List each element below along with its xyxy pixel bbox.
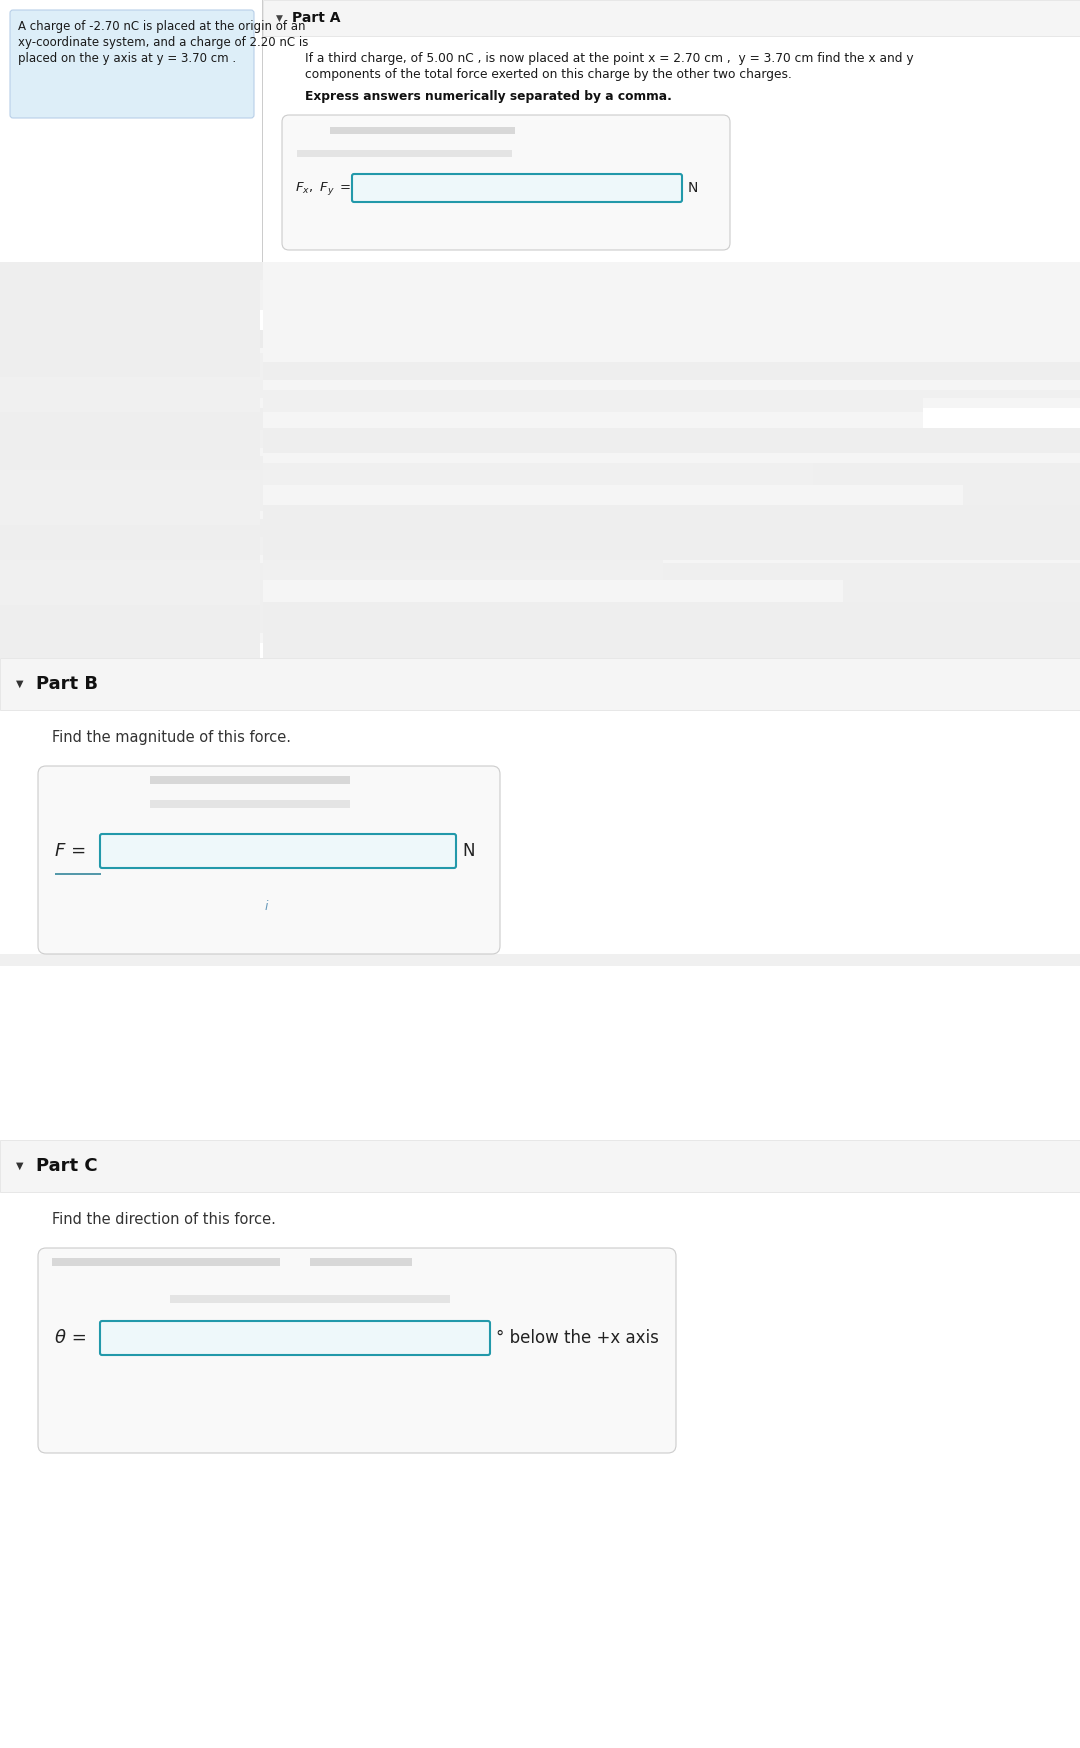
- Bar: [0, 413, 260, 470]
- Text: Part A: Part A: [292, 10, 340, 24]
- Bar: [264, 379, 1080, 390]
- Text: ° below the +x axis: ° below the +x axis: [496, 1328, 659, 1348]
- Bar: [264, 390, 923, 413]
- Bar: [0, 353, 1080, 399]
- Text: θ =: θ =: [55, 1328, 86, 1348]
- Text: components of the total force exerted on this charge by the other two charges.: components of the total force exerted on…: [305, 68, 792, 80]
- Bar: [0, 559, 260, 605]
- Bar: [52, 1259, 280, 1266]
- FancyBboxPatch shape: [352, 175, 681, 203]
- Text: Find the direction of this force.: Find the direction of this force.: [52, 1211, 275, 1227]
- Bar: [0, 280, 1080, 309]
- Bar: [0, 524, 260, 559]
- Text: Find the magnitude of this force.: Find the magnitude of this force.: [52, 731, 291, 745]
- Bar: [55, 872, 102, 876]
- Bar: [170, 1295, 450, 1302]
- Bar: [0, 605, 260, 657]
- Text: $F_x,\ F_y\ =$: $F_x,\ F_y\ =$: [295, 180, 351, 196]
- Bar: [264, 484, 963, 505]
- Bar: [264, 559, 663, 580]
- Bar: [0, 510, 1080, 519]
- FancyBboxPatch shape: [100, 1321, 490, 1355]
- FancyBboxPatch shape: [38, 1248, 676, 1453]
- Text: If a third charge, of 5.00 nC , is now placed at the point x = 2.70 cm ,  y = 3.: If a third charge, of 5.00 nC , is now p…: [305, 52, 914, 65]
- Bar: [0, 456, 1080, 510]
- Bar: [264, 0, 1080, 37]
- Bar: [0, 470, 260, 524]
- Bar: [0, 563, 1080, 633]
- Bar: [0, 643, 1080, 657]
- Text: xy-coordinate system, and a charge of 2.20 nC is: xy-coordinate system, and a charge of 2.…: [18, 37, 309, 49]
- Bar: [264, 505, 1080, 559]
- Bar: [0, 954, 1080, 967]
- Bar: [264, 453, 1080, 463]
- Text: Express answers numerically separated by a comma.: Express answers numerically separated by…: [305, 89, 672, 103]
- FancyBboxPatch shape: [10, 10, 254, 119]
- Text: placed on the y axis at y = 3.70 cm .: placed on the y axis at y = 3.70 cm .: [18, 52, 237, 65]
- Bar: [0, 378, 260, 413]
- FancyBboxPatch shape: [38, 766, 500, 954]
- Text: ▼: ▼: [276, 14, 283, 23]
- Bar: [264, 428, 1080, 453]
- Bar: [0, 657, 1080, 710]
- Text: N: N: [462, 843, 474, 860]
- Bar: [0, 556, 1080, 563]
- Text: ▼: ▼: [16, 1161, 24, 1171]
- Bar: [150, 776, 350, 785]
- Bar: [0, 1192, 1080, 1493]
- Bar: [0, 330, 380, 348]
- FancyBboxPatch shape: [282, 115, 730, 250]
- Bar: [0, 633, 1080, 643]
- Bar: [264, 37, 1080, 262]
- Bar: [0, 710, 1080, 1010]
- Bar: [264, 601, 1080, 657]
- Text: F =: F =: [55, 843, 86, 860]
- Bar: [0, 1140, 1080, 1192]
- Bar: [264, 362, 1080, 379]
- Text: A charge of -2.70 nC is placed at the origin of an: A charge of -2.70 nC is placed at the or…: [18, 19, 306, 33]
- Bar: [0, 407, 390, 430]
- Bar: [150, 801, 350, 808]
- Bar: [0, 519, 300, 537]
- Text: Part B: Part B: [36, 675, 98, 692]
- Bar: [0, 430, 540, 447]
- Text: N: N: [688, 182, 699, 196]
- Bar: [264, 463, 813, 484]
- FancyBboxPatch shape: [100, 834, 456, 869]
- Bar: [0, 262, 260, 378]
- Bar: [264, 413, 923, 428]
- Bar: [264, 580, 843, 601]
- Text: i: i: [265, 900, 269, 912]
- Text: Part C: Part C: [36, 1157, 97, 1175]
- Bar: [297, 150, 512, 157]
- Text: ▼: ▼: [16, 678, 24, 689]
- Bar: [0, 537, 450, 556]
- Bar: [0, 309, 260, 330]
- Bar: [264, 262, 1080, 362]
- Bar: [310, 1259, 411, 1266]
- Bar: [0, 447, 1080, 456]
- Bar: [0, 348, 1080, 353]
- Bar: [330, 128, 515, 135]
- Bar: [0, 399, 1080, 407]
- Bar: [0, 262, 1080, 280]
